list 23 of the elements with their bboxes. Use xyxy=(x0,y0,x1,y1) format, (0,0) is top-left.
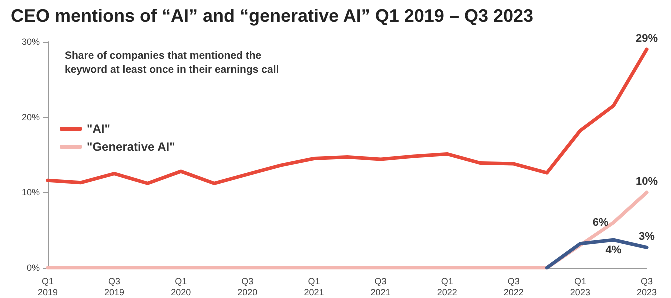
y-tick-label: 10% xyxy=(22,188,40,198)
x-tick-label: Q1 2021 xyxy=(304,276,324,298)
data-label: 3% xyxy=(639,231,656,244)
legend-label: "AI" xyxy=(87,122,110,136)
x-tick-label: Q1 2020 xyxy=(171,276,192,298)
text: Share of companies that mentioned the keyword at least once in their earnings call xyxy=(65,50,280,76)
data-label: 10% xyxy=(636,176,658,188)
legend-label: "Generative AI" xyxy=(87,140,176,154)
chart-title: CEO mentions of “AI” and “generative AI” Q1 2019 – Q3 2023 xyxy=(11,6,534,26)
y-tick-label: 30% xyxy=(22,37,40,47)
x-tick-label: Q3 2020 xyxy=(238,276,258,298)
x-tick-label: Q3 2021 xyxy=(370,276,391,298)
data-label: 29% xyxy=(636,33,658,46)
x-tick-label: Q1 2023 xyxy=(570,276,590,298)
x-tick-label: Q3 2019 xyxy=(104,276,125,298)
x-tick-label: Q1 2019 xyxy=(38,276,58,298)
data-label: 4% xyxy=(606,244,622,257)
x-tick-label: Q3 2022 xyxy=(504,276,524,298)
y-tick-label: 20% xyxy=(22,112,40,122)
data-label: 6% xyxy=(592,216,609,229)
y-tick-label: 0% xyxy=(26,263,40,273)
x-tick-label: Q1 2022 xyxy=(437,276,458,298)
x-tick-label: Q3 2023 xyxy=(636,276,658,298)
